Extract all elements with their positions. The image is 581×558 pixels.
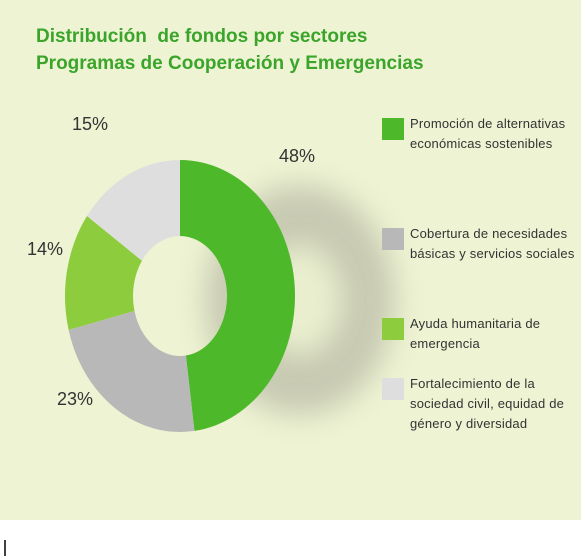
legend-label: Fortalecimiento de la sociedad civil, eq… <box>410 376 565 431</box>
legend-label: Ayuda humanitaria de emergencia <box>410 316 541 351</box>
data-label: 23% <box>57 389 93 409</box>
data-label: 15% <box>72 114 108 134</box>
data-label: 48% <box>279 146 315 166</box>
legend-label: Cobertura de necesidades básicas y servi… <box>410 226 575 261</box>
chart-title: Distribución de fondos por sectores <box>36 26 368 47</box>
chart-subtitle: Programas de Cooperación y Emergencias <box>36 53 424 74</box>
legend-label: Promoción de alternativas económicas sos… <box>410 116 566 151</box>
legend-swatch <box>382 378 404 400</box>
donut-segment <box>64 216 142 330</box>
donut-segment <box>68 310 195 433</box>
legend-swatch <box>382 228 404 250</box>
legend-swatch <box>382 118 404 140</box>
donut-segment <box>180 160 296 431</box>
donut-segment <box>86 160 180 261</box>
legend-swatch <box>382 318 404 340</box>
data-label: 14% <box>27 239 63 259</box>
